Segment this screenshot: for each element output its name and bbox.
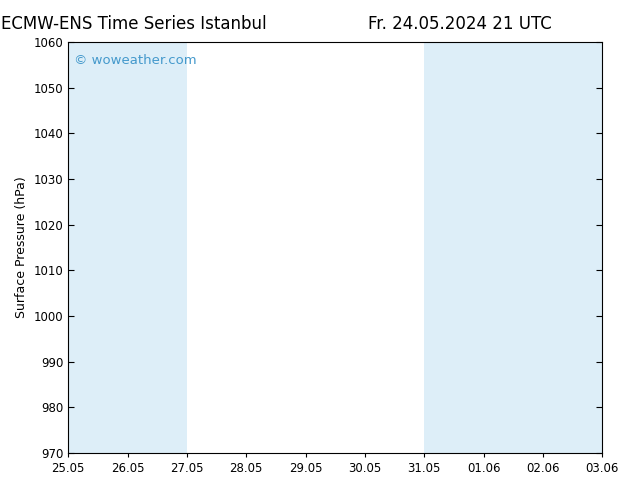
Bar (424, 42, 484, 453)
Bar (543, 42, 602, 453)
Text: Fr. 24.05.2024 21 UTC: Fr. 24.05.2024 21 UTC (368, 15, 552, 33)
Text: ECMW-ENS Time Series Istanbul: ECMW-ENS Time Series Istanbul (1, 15, 266, 33)
Y-axis label: Surface Pressure (hPa): Surface Pressure (hPa) (15, 176, 28, 318)
Bar (127, 42, 187, 453)
Bar (68, 42, 127, 453)
Text: © woweather.com: © woweather.com (74, 54, 196, 68)
Bar (484, 42, 543, 453)
